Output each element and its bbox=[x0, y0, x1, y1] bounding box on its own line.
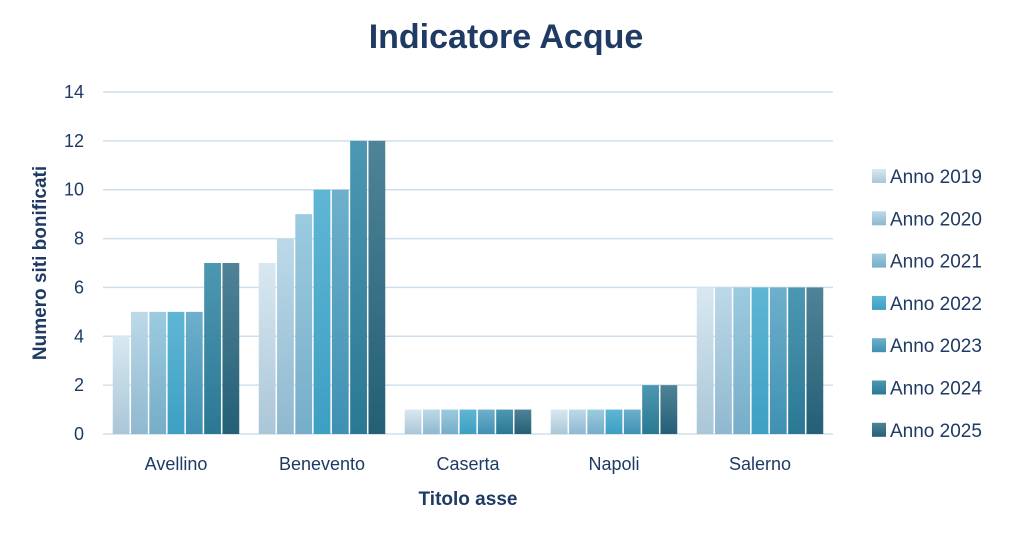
bar-caserta-anno-2019 bbox=[404, 409, 422, 434]
legend-label: Anno 2022 bbox=[890, 294, 982, 315]
bar-salerno-anno-2021 bbox=[733, 287, 751, 434]
x-axis-categories: Avellino Benevento Caserta Napoli Salerno bbox=[145, 454, 791, 474]
legend-swatch bbox=[872, 295, 886, 310]
bar-avellino-anno-2021 bbox=[149, 311, 167, 434]
legend-label: Anno 2021 bbox=[890, 252, 982, 273]
chart-title: Indicatore Acque bbox=[369, 18, 644, 56]
bar-avellino-anno-2020 bbox=[131, 311, 148, 434]
bar-salerno-anno-2023 bbox=[769, 287, 787, 434]
bar-salerno-anno-2019 bbox=[696, 287, 714, 434]
y-tick-label: 0 bbox=[74, 424, 84, 444]
y-tick-label: 8 bbox=[74, 229, 84, 249]
x-category-label: Caserta bbox=[436, 454, 500, 474]
bar-napoli-anno-2022 bbox=[605, 409, 623, 434]
bar-caserta-anno-2023 bbox=[477, 409, 495, 434]
y-axis-ticks: 0 2 4 6 8 10 12 14 bbox=[64, 82, 84, 444]
legend-label: Anno 2025 bbox=[890, 421, 982, 442]
bar-benevento-anno-2023 bbox=[331, 189, 349, 434]
x-category-label: Benevento bbox=[279, 454, 365, 474]
bar-benevento-anno-2019 bbox=[258, 263, 276, 434]
bar-benevento-anno-2020 bbox=[277, 238, 294, 434]
bar-caserta-anno-2022 bbox=[459, 409, 477, 434]
bar-benevento-anno-2024 bbox=[350, 140, 367, 434]
bar-avellino-anno-2022 bbox=[167, 311, 185, 434]
y-tick-label: 2 bbox=[74, 375, 84, 395]
x-axis-title: Titolo asse bbox=[419, 489, 518, 510]
bar-napoli-anno-2025 bbox=[660, 385, 678, 434]
x-category-label: Avellino bbox=[145, 454, 208, 474]
bar-salerno-anno-2024 bbox=[788, 287, 805, 434]
legend-label: Anno 2019 bbox=[890, 167, 982, 188]
bar-salerno-anno-2022 bbox=[751, 287, 769, 434]
bar-napoli-anno-2024 bbox=[642, 385, 659, 434]
bar-avellino-anno-2019 bbox=[112, 336, 130, 434]
legend-swatch bbox=[872, 253, 886, 268]
x-category-label: Napoli bbox=[588, 454, 639, 474]
bar-caserta-anno-2024 bbox=[496, 409, 513, 434]
legend-swatch bbox=[872, 422, 886, 437]
legend-swatch bbox=[872, 338, 886, 353]
legend: Anno 2019 Anno 2020 Anno 2021 Anno 2022 Anno… bbox=[872, 167, 982, 442]
bar-avellino-anno-2025 bbox=[222, 263, 240, 434]
bar-caserta-anno-2021 bbox=[441, 409, 459, 434]
bar-caserta-anno-2020 bbox=[423, 409, 440, 434]
y-tick-label: 4 bbox=[74, 326, 84, 346]
bar-benevento-anno-2022 bbox=[313, 189, 331, 434]
bar-napoli-anno-2021 bbox=[587, 409, 605, 434]
legend-label: Anno 2020 bbox=[890, 209, 982, 230]
y-tick-label: 14 bbox=[64, 82, 84, 102]
legend-label: Anno 2024 bbox=[890, 379, 982, 400]
legend-swatch bbox=[872, 380, 886, 395]
bar-avellino-anno-2023 bbox=[185, 311, 203, 434]
bar-salerno-anno-2025 bbox=[806, 287, 824, 434]
bar-avellino-anno-2024 bbox=[204, 263, 221, 434]
y-tick-label: 12 bbox=[64, 131, 84, 151]
x-category-label: Salerno bbox=[729, 454, 791, 474]
legend-swatch bbox=[872, 211, 886, 226]
legend-label: Anno 2023 bbox=[890, 336, 982, 357]
bar-benevento-anno-2025 bbox=[368, 140, 386, 434]
bar-caserta-anno-2025 bbox=[514, 409, 532, 434]
y-tick-label: 10 bbox=[64, 180, 84, 200]
bar-benevento-anno-2021 bbox=[295, 214, 313, 434]
y-tick-label: 6 bbox=[74, 277, 84, 297]
bars bbox=[112, 140, 824, 434]
y-axis-title: Numero siti bonificati bbox=[30, 166, 51, 360]
legend-swatch bbox=[872, 169, 886, 183]
bar-napoli-anno-2020 bbox=[569, 409, 586, 434]
bar-napoli-anno-2019 bbox=[550, 409, 568, 434]
bar-salerno-anno-2020 bbox=[715, 287, 732, 434]
bar-napoli-anno-2023 bbox=[623, 409, 641, 434]
